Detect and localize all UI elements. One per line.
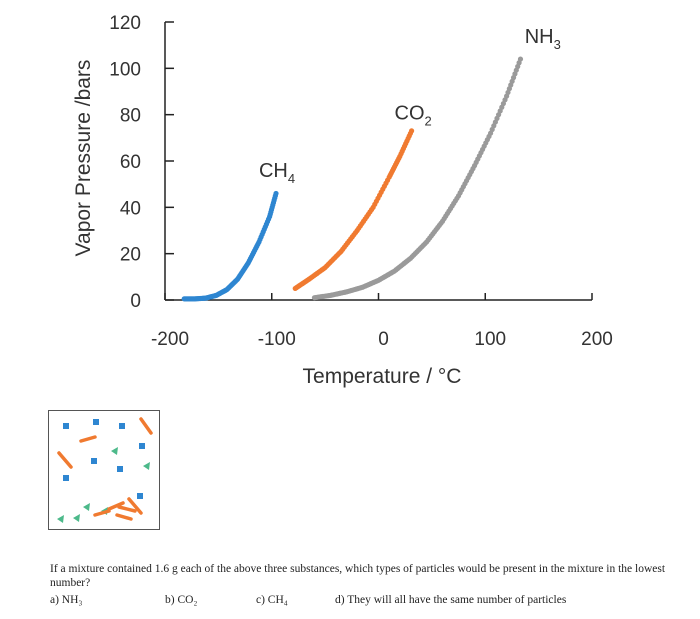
series-label-CO2: CO2	[395, 102, 432, 128]
data-point	[517, 56, 524, 62]
question-text: If a mixture contained 1.6 g each of the…	[50, 563, 666, 589]
particle-rod	[127, 497, 143, 515]
particle-rod	[115, 513, 133, 521]
series-label-CH4: CH4	[259, 160, 295, 186]
series-labels: CH4 CO2 NH3	[259, 26, 561, 186]
answer-options: a) NH₃ b) CO₂ c) CH₄ d) They will all ha…	[50, 594, 680, 610]
option-a[interactable]: a) NH₃	[50, 594, 83, 606]
y-tick-label: 40	[120, 198, 141, 219]
particle-triangle	[57, 515, 64, 523]
tick-labels: 0 20 40 60 80 100 120 -200 -100 0 100 200	[109, 13, 613, 350]
particle-square	[63, 423, 69, 429]
axes	[164, 22, 592, 301]
series-CO2	[292, 128, 415, 292]
option-d[interactable]: d) They will all have the same number of…	[335, 594, 567, 606]
vapor-pressure-chart: 0 20 40 60 80 100 120 -200 -100 0 100 200 CH4 CO2 NH3…	[72, 13, 613, 388]
y-tick-label: 120	[109, 13, 141, 34]
particle-triangle	[111, 447, 118, 455]
particle-diagram-svg	[57, 417, 153, 523]
y-tick-label: 80	[120, 106, 141, 127]
data-point	[408, 128, 415, 134]
y-axis-title: Vapor Pressure /bars	[72, 60, 95, 257]
y-tick-label: 20	[120, 245, 141, 266]
series-label-NH3: NH3	[525, 26, 561, 52]
y-tick-label: 100	[109, 59, 141, 80]
x-axis-title: Temperature / °C	[303, 365, 462, 388]
option-c[interactable]: c) CH₄	[256, 594, 288, 606]
series-CH4	[181, 190, 279, 302]
x-tick-label: -100	[258, 329, 296, 350]
data-point	[273, 190, 279, 197]
particle-square	[93, 419, 99, 425]
particle-rod	[57, 451, 73, 469]
x-tick-label: 200	[581, 329, 613, 350]
particle-square	[139, 443, 145, 449]
particle-square	[117, 466, 123, 472]
x-tick-label: -200	[151, 329, 189, 350]
particle-square	[63, 475, 69, 481]
particle-rod	[93, 509, 111, 517]
x-tick-label: 0	[378, 329, 389, 350]
particle-triangle	[143, 462, 150, 470]
particle-square	[137, 493, 143, 499]
particle-rod	[139, 417, 153, 435]
x-tick-label: 100	[474, 329, 506, 350]
particle-triangle	[83, 503, 90, 511]
particle-rod	[79, 435, 97, 443]
y-tick-label: 0	[130, 291, 141, 312]
particle-square	[91, 458, 97, 464]
series-NH3	[311, 56, 524, 301]
particle-square	[119, 423, 125, 429]
particle-diagram	[48, 410, 160, 530]
particle-rod	[107, 501, 125, 511]
particle-rod	[117, 505, 137, 513]
y-tick-label: 60	[120, 152, 141, 173]
particle-triangle	[73, 514, 80, 522]
option-b[interactable]: b) CO₂	[165, 594, 198, 606]
series-points	[181, 56, 524, 302]
